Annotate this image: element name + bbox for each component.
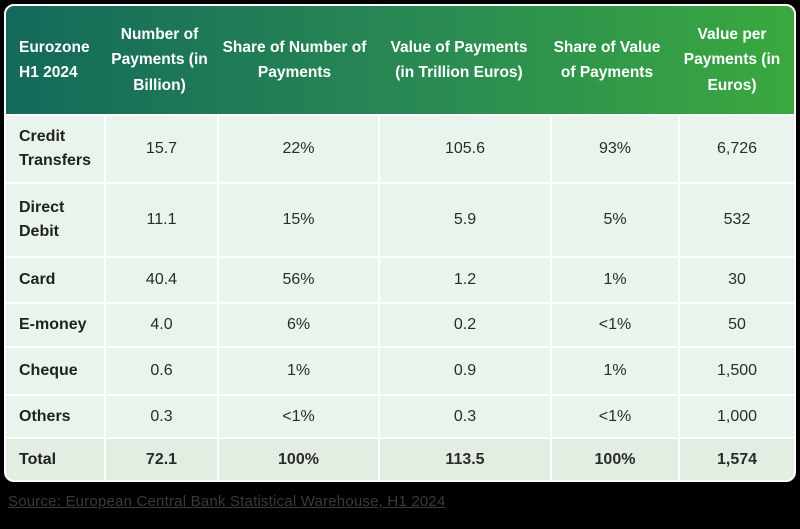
table-cell: 1,000 <box>680 396 794 437</box>
row-label: E-money <box>6 304 104 346</box>
table-header-row: Eurozone H1 2024 Number of Payments (in … <box>6 6 794 114</box>
table-cell: 15.7 <box>106 116 217 182</box>
table-cell: 100% <box>219 439 378 480</box>
table-cell: <1% <box>219 396 378 437</box>
column-header-value-per-payment: Value per Payments (in Euros) <box>683 26 781 94</box>
table-cell: 0.3 <box>380 396 550 437</box>
table-cell: 15% <box>219 184 378 256</box>
table-row-total: Total 72.1 100% 113.5 100% 1,574 <box>6 439 794 480</box>
table-cell: 105.6 <box>380 116 550 182</box>
column-header-share-of-number: Share of Number of Payments <box>222 38 367 81</box>
column-header-number-of-payments: Number of Payments (in Billion) <box>111 26 208 94</box>
table-cell: <1% <box>552 304 678 346</box>
table-cell: 1.2 <box>380 258 550 302</box>
footer: Source: European Central Bank Statistica… <box>0 482 800 511</box>
table-cell: 532 <box>680 184 794 256</box>
table-cell: 1,500 <box>680 348 794 394</box>
table-cell: 1% <box>219 348 378 394</box>
table-row-others: Others 0.3 <1% 0.3 <1% 1,000 <box>6 396 794 437</box>
column-header-share-of-value: Share of Value of Payments <box>553 38 661 81</box>
row-label: Card <box>6 258 104 302</box>
row-label: Others <box>6 396 104 437</box>
table-cell: 0.9 <box>380 348 550 394</box>
column-header-value-of-payments: Value of Payments (in Trillion Euros) <box>390 38 528 81</box>
table-cell: 113.5 <box>380 439 550 480</box>
table-cell: 4.0 <box>106 304 217 346</box>
table-cell: 22% <box>219 116 378 182</box>
column-header-eurozone-h1-2024: Eurozone H1 2024 <box>19 38 90 81</box>
table-row-e-money: E-money 4.0 6% 0.2 <1% 50 <box>6 304 794 346</box>
source-link[interactable]: Source: European Central Bank Statistica… <box>8 493 446 510</box>
row-label: Credit Transfers <box>6 116 104 182</box>
row-label: Cheque <box>6 348 104 394</box>
table-cell: 11.1 <box>106 184 217 256</box>
table-row-credit-transfers: Credit Transfers 15.7 22% 105.6 93% 6,72… <box>6 116 794 182</box>
table-cell: 6% <box>219 304 378 346</box>
table-cell: 50 <box>680 304 794 346</box>
table-cell: <1% <box>552 396 678 437</box>
row-label: Direct Debit <box>6 184 104 256</box>
table-cell: 0.2 <box>380 304 550 346</box>
table-cell: 0.3 <box>106 396 217 437</box>
table-cell: 6,726 <box>680 116 794 182</box>
table-cell: 5.9 <box>380 184 550 256</box>
row-label: Total <box>6 439 104 480</box>
table-cell: 5% <box>552 184 678 256</box>
table-row-cheque: Cheque 0.6 1% 0.9 1% 1,500 <box>6 348 794 394</box>
table-row-card: Card 40.4 56% 1.2 1% 30 <box>6 258 794 302</box>
table-cell: 56% <box>219 258 378 302</box>
table-cell: 1% <box>552 348 678 394</box>
table-cell: 30 <box>680 258 794 302</box>
table-cell: 93% <box>552 116 678 182</box>
table-cell: 40.4 <box>106 258 217 302</box>
table-cell: 72.1 <box>106 439 217 480</box>
table-cell: 100% <box>552 439 678 480</box>
table-row-direct-debit: Direct Debit 11.1 15% 5.9 5% 532 <box>6 184 794 256</box>
table-cell: 0.6 <box>106 348 217 394</box>
payments-table-card: Eurozone H1 2024 Number of Payments (in … <box>4 4 796 482</box>
table-cell: 1,574 <box>680 439 794 480</box>
table-cell: 1% <box>552 258 678 302</box>
